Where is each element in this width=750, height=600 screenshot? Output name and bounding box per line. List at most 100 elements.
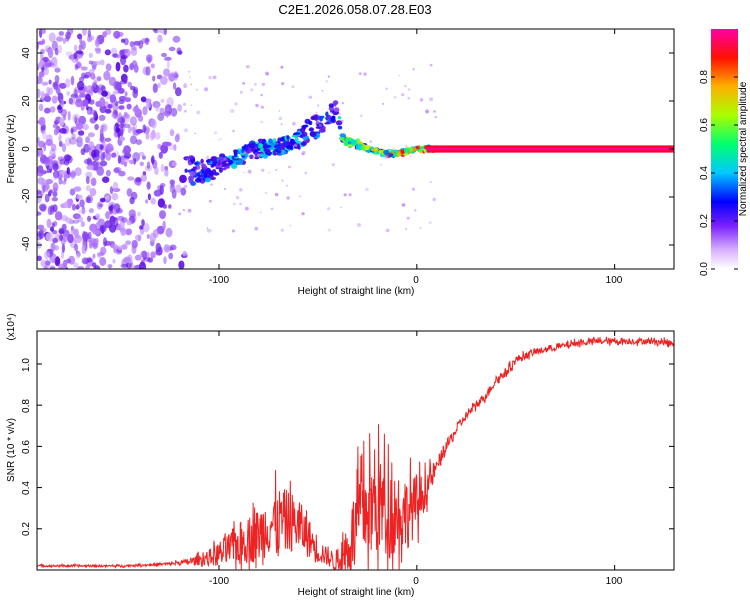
noise-cell [173,73,179,79]
colorbar-tick-label: 0.8 [699,70,710,84]
noise-cell [46,232,54,242]
noise-cell [155,102,160,112]
signal-cell [244,153,249,158]
signal-cell [254,144,259,147]
signal-cell [358,140,362,145]
noise-cell [65,34,70,42]
signal-cell [339,133,347,138]
noise-cell [101,123,108,132]
faint-cell [265,71,269,76]
noise-cell [48,32,56,43]
faint-cell [254,82,257,86]
signal-cell [204,177,211,183]
faint-cell [414,209,417,212]
faint-cell [412,68,415,71]
noise-cell [47,48,54,59]
noise-cell [48,265,56,269]
faint-cell [261,168,265,172]
noise-cell [43,142,47,152]
signal-cell [245,151,251,154]
noise-cell [43,95,52,103]
faint-cell [379,163,383,166]
noise-cell [37,148,44,156]
faint-cell [401,93,405,97]
noise-cell [99,197,106,203]
noise-cell [168,204,172,209]
noise-cell [42,129,47,140]
noise-cell [41,29,46,35]
noise-cell [146,54,153,63]
noise-cell [146,234,150,239]
noise-cell [72,219,80,224]
noise-cell [46,86,50,95]
noise-cell [137,234,142,242]
noise-cell [78,44,83,51]
faint-cell [291,85,295,89]
snr-ytick-label: 0.6 [21,440,32,454]
noise-cell [46,218,52,228]
faint-cell [184,128,188,133]
noise-cell [51,160,58,168]
carrier-core [426,147,674,151]
noise-cell [95,48,101,54]
noise-cell [62,233,68,243]
noise-cell [76,194,83,200]
noise-cell [92,229,99,235]
signal-cell [308,127,315,132]
faint-cell [288,165,291,169]
noise-cell [37,42,40,51]
spectrogram-ytick-label: 40 [21,47,32,59]
noise-cell [109,215,116,226]
signal-cell [221,167,227,171]
noise-cell [92,241,98,250]
noise-cell [41,156,50,164]
noise-cell [160,163,165,173]
noise-cell [180,187,187,196]
snr-panel: 0.2 0.4 0.6 0.8 1.0 (x10⁴) -100 0 100 He… [6,313,675,598]
noise-cell [153,189,162,197]
noise-cell [169,179,175,186]
noise-cell [118,105,125,110]
snr-y-multiplier: (x10⁴) [6,313,17,340]
snr-ytick-label: 0.8 [21,399,32,413]
noise-cell [175,133,180,140]
signal-cell [200,163,207,168]
spectrogram-heatmap [37,29,674,269]
noise-cell [73,86,79,96]
noise-cell [99,224,107,233]
noise-cell [79,34,83,45]
noise-cell [89,188,97,197]
faint-cell [189,76,192,78]
noise-cell [169,129,175,137]
noise-cell [88,60,93,65]
noise-cell [59,116,65,127]
noise-cell [48,79,52,85]
noise-cell [140,96,147,103]
signal-cell [293,132,301,135]
noise-cell [154,132,161,140]
faint-cell [434,115,437,119]
faint-cell [280,228,284,232]
noise-cell [53,171,58,181]
noise-cell [163,244,171,253]
faint-cell [317,104,320,107]
noise-cell [179,174,187,184]
faint-cell [315,120,320,125]
faint-cell [281,82,285,86]
faint-cell [196,110,201,115]
signal-cell [257,138,264,143]
noise-cell [105,169,111,177]
noise-cell [73,52,78,60]
noise-cell [178,260,185,269]
noise-cell [111,152,117,158]
noise-cell [38,203,47,212]
noise-cell [86,164,94,170]
faint-cell [308,95,312,100]
noise-cell [124,48,131,58]
noise-cell [139,225,144,230]
faint-cell [292,121,296,126]
noise-cell [81,257,90,265]
noise-cell [104,137,112,142]
noise-cell [79,199,85,208]
